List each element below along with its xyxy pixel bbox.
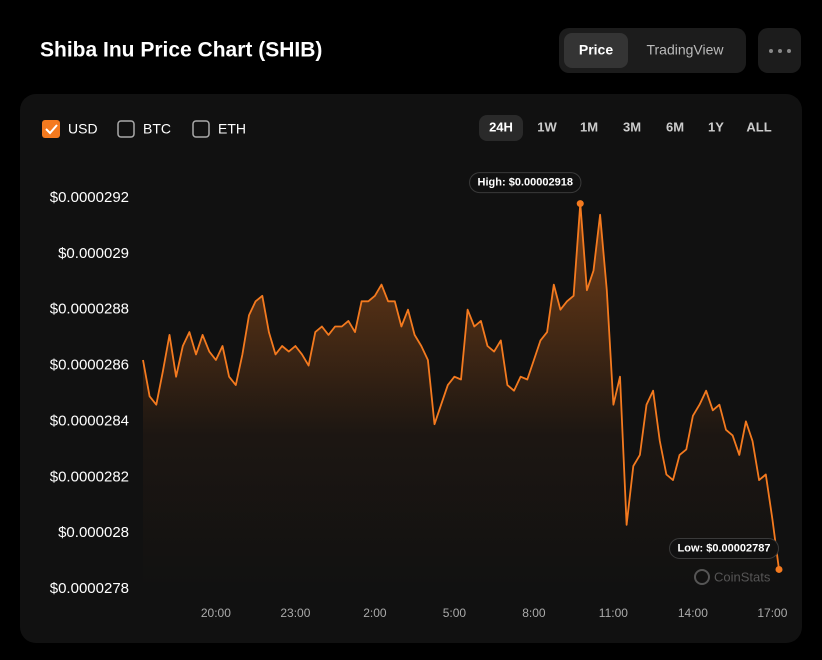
y-tick-label: $0.0000284 <box>50 412 129 429</box>
y-tick-label: $0.0000286 <box>50 357 129 374</box>
annotation-label: Low: $0.00002787 <box>678 542 771 554</box>
y-tick-label: $0.0000292 <box>50 189 129 206</box>
controls: Price TradingView USD BTC ETH 24H 1W 1M 3M 6M 1Y AL… <box>42 33 772 585</box>
extreme-dot <box>775 565 783 573</box>
area <box>143 203 779 589</box>
x-tick-label: 23:00 <box>280 606 310 620</box>
range-button[interactable]: 3M <box>623 119 641 134</box>
x-tick-label: 5:00 <box>443 606 467 620</box>
y-tick-label: $0.000028 <box>58 524 129 541</box>
x-tick-label: 2:00 <box>363 606 387 620</box>
range-button[interactable]: 1Y <box>708 119 724 134</box>
tab[interactable]: TradingView <box>646 42 724 58</box>
annotation-label: High: $0.00002918 <box>478 176 573 188</box>
currency-label: BTC <box>143 121 171 137</box>
y-tick-label: $0.000029 <box>58 245 129 262</box>
range-button[interactable]: 24H <box>489 119 513 134</box>
range-button[interactable]: ALL <box>746 119 771 134</box>
page-title: Shiba Inu Price Chart (SHIB) <box>40 39 322 62</box>
checkbox[interactable] <box>117 120 135 138</box>
tab-active-bg <box>564 33 628 68</box>
checkbox[interactable] <box>192 120 210 138</box>
x-tick-label: 11:00 <box>599 606 628 620</box>
y-tick-label: $0.0000282 <box>50 468 129 485</box>
dot <box>778 49 782 53</box>
dot <box>787 49 791 53</box>
plot: $0.0000278 $0.000028 $0.0000282 $0.0000284 $… <box>50 172 788 620</box>
x-tick-label: 8:00 <box>522 606 546 620</box>
y-tick-label: $0.0000288 <box>50 301 129 318</box>
range-button[interactable]: 1M <box>580 119 598 134</box>
x-tick-label: 20:00 <box>201 606 231 620</box>
tab[interactable]: Price <box>579 42 613 58</box>
currency-label: USD <box>68 121 98 137</box>
x-tick-label: 14:00 <box>678 606 708 620</box>
annotation-bg <box>669 537 779 559</box>
y-tick-label: $0.0000278 <box>50 580 129 597</box>
x-tick-label: 17:00 <box>757 606 787 620</box>
checkbox[interactable] <box>42 120 60 138</box>
dot <box>769 49 773 53</box>
range-active-bg <box>479 115 523 141</box>
extreme-dot <box>576 200 584 208</box>
checkmark <box>45 124 58 135</box>
price-line <box>142 202 780 570</box>
annotation-bg <box>469 172 582 194</box>
annotation: High: $0.00002918 <box>469 172 582 194</box>
currency-label: ETH <box>218 121 246 137</box>
range-button[interactable]: 6M <box>666 119 684 134</box>
range-button[interactable]: 1W <box>537 119 557 134</box>
annotation: Low: $0.00002787 <box>669 537 779 559</box>
